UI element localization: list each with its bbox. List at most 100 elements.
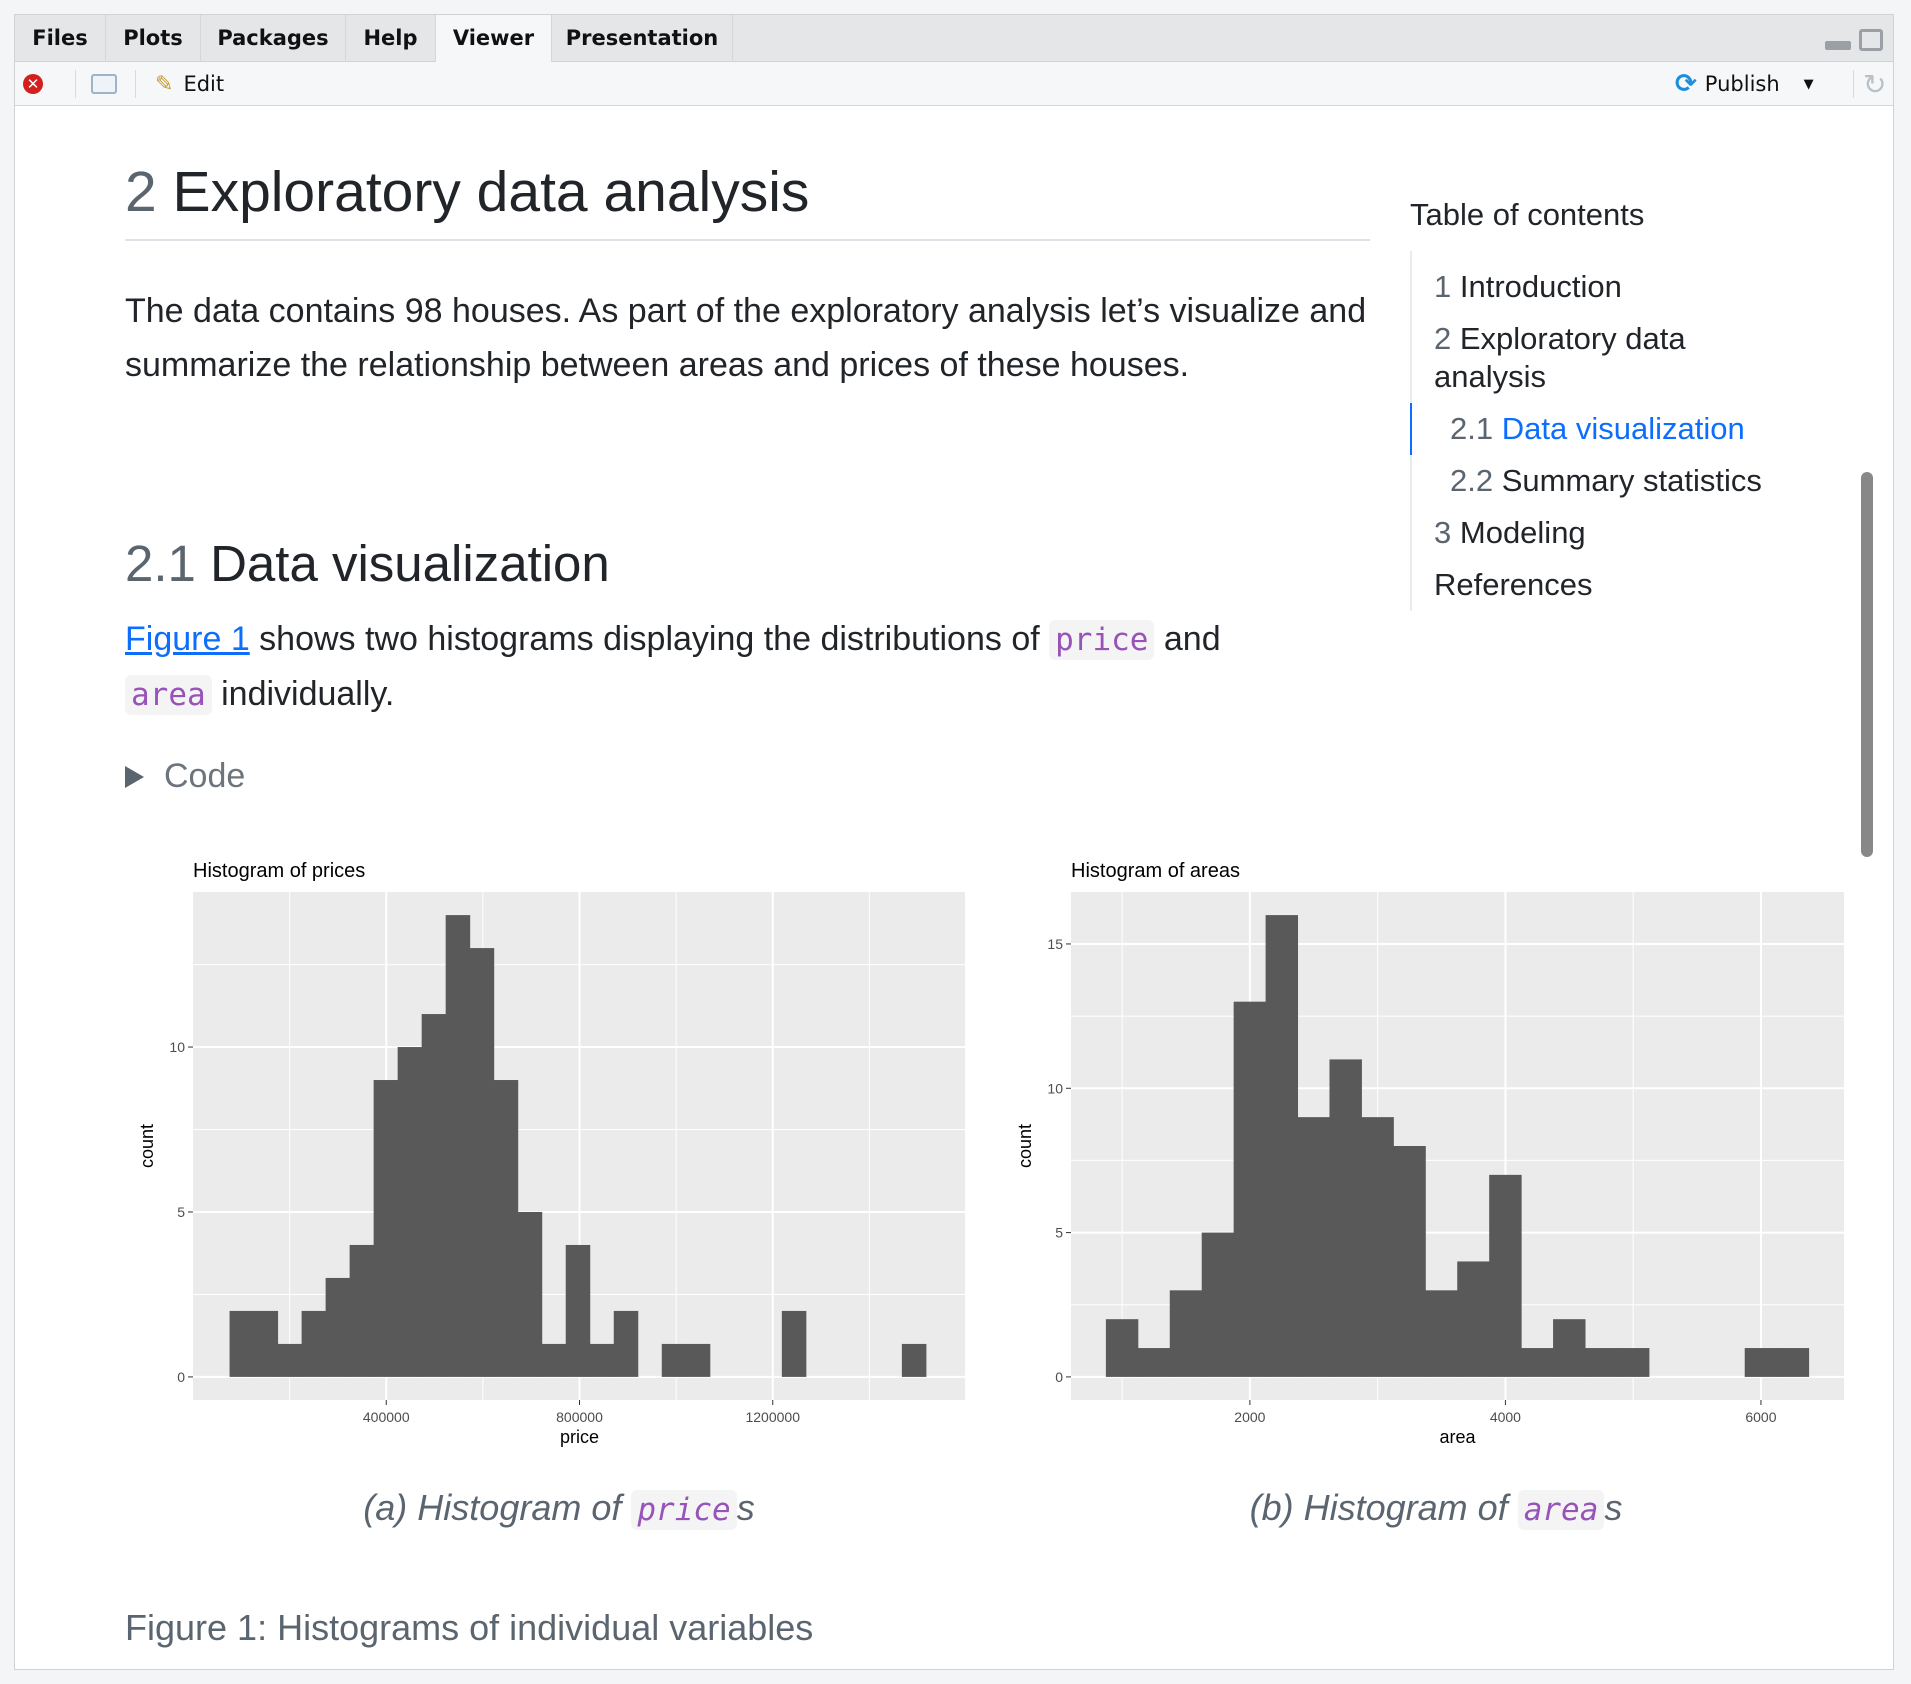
edit-label: Edit: [183, 72, 225, 96]
y-tick-label: 10: [1047, 1080, 1063, 1096]
histogram-bar: [1489, 1174, 1522, 1377]
histogram-bar: [1169, 1290, 1203, 1377]
histogram-bar: [661, 1343, 687, 1377]
code-fold-toggle[interactable]: Code: [125, 757, 245, 796]
histogram-bar: [1553, 1319, 1586, 1377]
histogram-bar: [901, 1343, 927, 1377]
publish-button[interactable]: ⟳ Publish ▼: [1675, 68, 1814, 100]
stop-button[interactable]: ✕: [23, 68, 43, 100]
histogram-bar: [589, 1343, 615, 1377]
viewer-pane: Files Plots Packages Help Viewer Present…: [14, 14, 1894, 1670]
histogram-bar: [1393, 1146, 1426, 1377]
tab-help[interactable]: Help: [346, 15, 436, 62]
x-tick-label: 4000: [1490, 1409, 1521, 1425]
x-axis-label: area: [1439, 1427, 1476, 1447]
histogram-bar: [1744, 1348, 1778, 1377]
histogram-bar: [1616, 1348, 1650, 1377]
tab-presentation[interactable]: Presentation: [552, 15, 733, 62]
figure-link[interactable]: Figure 1: [125, 620, 250, 658]
x-tick-label: 6000: [1745, 1409, 1776, 1425]
x-axis-label: price: [560, 1427, 599, 1447]
intro-paragraph: The data contains 98 houses. As part of …: [125, 292, 1367, 384]
y-tick-label: 15: [1047, 936, 1063, 952]
histogram-bar: [1776, 1348, 1810, 1377]
y-tick-label: 10: [169, 1039, 185, 1055]
subcaption-b: (b) Histogram of area s: [1249, 1487, 1623, 1530]
y-tick-label: 0: [177, 1369, 185, 1385]
toc-item-modeling[interactable]: 3 Modeling: [1434, 515, 1586, 550]
histogram-bar: [1297, 1117, 1330, 1377]
x-tick-label: 800000: [556, 1409, 603, 1425]
minimize-icon[interactable]: [1825, 41, 1851, 50]
x-tick-label: 2000: [1234, 1409, 1265, 1425]
histogram-bar: [1137, 1348, 1171, 1377]
histogram-bar: [1329, 1059, 1362, 1377]
edit-icon: ✎: [155, 71, 174, 97]
histogram-bar: [373, 1080, 399, 1377]
histogram-bar: [517, 1211, 543, 1377]
toc-item-data-visualization[interactable]: 2.1 Data visualization: [1410, 403, 1850, 455]
tab-bar: Files Plots Packages Help Viewer Present…: [15, 15, 1893, 63]
histogram-bar: [469, 948, 495, 1377]
toc-item-exploratory[interactable]: 2 Exploratory data analysis: [1434, 321, 1686, 394]
subcaption-a: (a) Histogram of price s: [363, 1487, 755, 1530]
triangle-right-icon: [125, 765, 144, 788]
tab-files[interactable]: Files: [15, 15, 106, 62]
export-button[interactable]: [91, 68, 117, 100]
export-icon: [91, 74, 117, 94]
y-axis-label: count: [1015, 1124, 1035, 1168]
histogram-bar: [277, 1343, 303, 1377]
vertical-scrollbar[interactable]: [1861, 472, 1873, 857]
x-tick-label: 400000: [363, 1409, 410, 1425]
histogram-bar: [541, 1343, 567, 1377]
refresh-button[interactable]: ↻: [1863, 67, 1887, 101]
histogram-bar: [1361, 1117, 1394, 1377]
y-axis-label: count: [137, 1124, 157, 1168]
histogram-bar: [301, 1310, 327, 1377]
tab-plots[interactable]: Plots: [106, 15, 201, 62]
toc-item-summary-statistics[interactable]: 2.2 Summary statistics: [1450, 463, 1762, 498]
toc-item-introduction[interactable]: 1 Introduction: [1434, 269, 1622, 304]
page-title: 2 Exploratory data analysis: [125, 157, 1370, 241]
refresh-icon: ↻: [1863, 67, 1887, 101]
edit-button[interactable]: ✎ Edit: [155, 68, 224, 100]
y-tick-label: 5: [177, 1204, 185, 1220]
toc-item-references[interactable]: References: [1434, 567, 1593, 602]
histogram-bar: [1457, 1261, 1490, 1377]
figure-paragraph: Figure 1 shows two histograms displaying…: [125, 620, 1221, 715]
histogram-bar: [253, 1310, 279, 1377]
histogram-bar: [493, 1080, 519, 1377]
stop-icon: ✕: [23, 74, 43, 94]
histogram-bar: [781, 1310, 807, 1377]
histogram-bar: [1265, 915, 1299, 1377]
histogram-bar: [1585, 1348, 1618, 1377]
histogram-bar: [349, 1244, 375, 1377]
histogram-bar: [421, 1014, 447, 1377]
histogram-bar: [1105, 1319, 1139, 1377]
chart-title: Histogram of areas: [1071, 860, 1240, 882]
code-label: Code: [164, 757, 246, 795]
document-content: 2 Exploratory data analysis The data con…: [15, 107, 1877, 1670]
histogram-bar: [1233, 1001, 1267, 1377]
chevron-down-icon: ▼: [1803, 76, 1814, 92]
histogram-bar: [229, 1310, 255, 1377]
histogram-areas: Histogram of areas 2000 4000 6000 0 5 10 15 area…: [1015, 860, 1844, 1447]
histogram-bar: [445, 915, 471, 1377]
chart-title: Histogram of prices: [193, 860, 365, 882]
histogram-bar: [565, 1244, 591, 1377]
figure-caption: Figure 1: Histograms of individual varia…: [125, 1607, 814, 1648]
viewer-toolbar: ✕ ✎ Edit ⟳ Publish ▼ ↻: [15, 62, 1893, 106]
histogram-bar: [1425, 1290, 1458, 1377]
tab-packages[interactable]: Packages: [201, 15, 346, 62]
tab-viewer[interactable]: Viewer: [436, 15, 552, 63]
histogram-bar: [397, 1047, 423, 1377]
code-area: area: [125, 675, 212, 715]
histogram-bar: [1201, 1232, 1235, 1377]
section-heading: 2.1 Data visualization: [125, 535, 610, 592]
histogram-bar: [613, 1310, 639, 1377]
table-of-contents: Table of contents 1 Introduction 2 Explo…: [1410, 197, 1850, 611]
y-tick-label: 0: [1055, 1369, 1063, 1385]
publish-label: Publish: [1704, 72, 1780, 96]
maximize-icon[interactable]: [1859, 29, 1883, 51]
publish-icon: ⟳: [1675, 69, 1697, 99]
